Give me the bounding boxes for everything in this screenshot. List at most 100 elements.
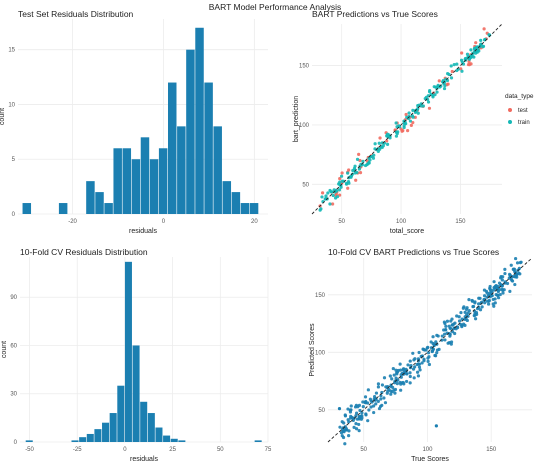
cv_scatter-point-cv: [490, 294, 494, 298]
test_scatter-x-tick-label: 50: [338, 219, 345, 225]
cv_scatter-point-cv: [389, 389, 393, 393]
cv_scatter-point-cv: [505, 281, 510, 286]
test_scatter-point-train: [368, 158, 372, 162]
test_scatter-point-test: [331, 202, 335, 206]
test_hist-x-tick-label: 0: [162, 219, 166, 225]
cv_hist-bar: [102, 422, 110, 442]
cv_scatter-point-cv: [452, 322, 456, 326]
cv_scatter-point-cv: [388, 374, 392, 378]
test_scatter-point-test: [346, 186, 350, 190]
test_hist-bar: [249, 203, 259, 214]
test_hist-bar: [231, 192, 241, 214]
test_scatter-point-train: [404, 122, 408, 126]
cv_scatter-point-cv: [357, 429, 361, 433]
cv_scatter-outlier-point: [515, 272, 519, 276]
cv_scatter-point-cv: [393, 391, 397, 395]
cv_scatter-point-cv: [513, 275, 518, 279]
cv_scatter-point-cv: [482, 298, 486, 302]
cv_scatter-point-cv: [354, 427, 359, 431]
test_scatter-point-train: [333, 196, 338, 200]
cv_scatter-point-cv: [374, 391, 379, 395]
cv_scatter-point-cv: [352, 425, 356, 429]
cv_scatter-point-cv: [455, 314, 459, 318]
cv_scatter-point-cv: [433, 353, 437, 358]
cv_scatter-point-cv: [401, 367, 405, 372]
test_scatter-point-train: [349, 174, 354, 178]
test_scatter-point-train: [346, 171, 350, 175]
cv_scatter-point-cv: [440, 334, 444, 338]
cv_hist-bar: [178, 440, 186, 442]
cv_scatter-point-cv: [372, 404, 376, 408]
test_scatter-point-train: [385, 142, 390, 146]
test_scatter-point-train: [331, 193, 335, 198]
test_hist-y-tick-label: 0: [12, 212, 16, 218]
test_scatter-point-train: [376, 147, 380, 151]
test_scatter-point-train: [339, 174, 344, 178]
test_scatter-legend-marker-test: [508, 108, 512, 112]
cv_scatter-point-cv: [411, 367, 416, 371]
cv_scatter-point-cv: [367, 408, 371, 412]
cv_scatter-point-cv: [366, 401, 370, 405]
test_scatter-point-train: [472, 46, 477, 51]
cv_scatter-point-cv: [453, 331, 457, 336]
cv_scatter-point-cv: [417, 362, 422, 366]
cv_scatter-point-cv: [422, 359, 426, 363]
cv_scatter-point-cv: [459, 310, 463, 315]
test_scatter-point-train: [338, 180, 342, 184]
test_scatter-point-train: [361, 159, 365, 163]
cv_scatter-point-cv: [471, 304, 476, 309]
cv_scatter-point-cv: [496, 293, 500, 297]
test_scatter-point-test: [320, 191, 325, 195]
cv_scatter-point-cv: [426, 351, 431, 355]
test_scatter-point-train: [320, 195, 324, 199]
test_scatter-point-test: [460, 51, 464, 55]
cv_scatter-point-cv: [340, 420, 344, 424]
cv_hist-x-tick-label: -25: [73, 447, 82, 453]
test_scatter-point-train: [428, 88, 432, 93]
cv_scatter-point-cv: [395, 371, 399, 375]
cv_scatter-point-cv: [347, 420, 351, 424]
cv_hist-bar: [147, 413, 155, 442]
cv_scatter-point-cv: [372, 410, 376, 415]
cv_scatter-point-cv: [354, 422, 358, 426]
cv_scatter-point-cv: [467, 309, 471, 313]
cv_scatter-point-cv: [443, 338, 447, 342]
cv_hist-title: 10-Fold CV Residuals Distribution: [20, 247, 148, 257]
cv_hist-bar: [94, 429, 102, 442]
cv_scatter-point-cv: [357, 417, 361, 421]
cv_hist-bar: [117, 385, 125, 442]
cv_scatter-point-cv: [510, 278, 514, 282]
cv_scatter-point-cv: [503, 267, 507, 271]
test_scatter-point-test: [459, 67, 463, 71]
test_hist-bar: [113, 148, 122, 214]
cv_hist-y-tick-label: 90: [10, 295, 17, 301]
test_scatter-point-train: [442, 86, 447, 91]
cv_scatter-point-cv: [357, 422, 361, 427]
cv_scatter-point-cv: [449, 319, 453, 323]
test_scatter-point-train: [319, 207, 323, 211]
cv_scatter-point-cv: [356, 405, 360, 409]
cv_scatter-point-cv: [349, 404, 353, 408]
cv_scatter-point-cv: [361, 405, 365, 409]
test_hist-y-tick-label: 10: [8, 102, 15, 108]
cv_scatter-title: 10-Fold CV BART Predictions vs True Scor…: [328, 247, 499, 257]
test_scatter-point-train: [447, 72, 451, 77]
cv_scatter-point-cv: [421, 347, 425, 351]
cv_scatter-point-cv: [464, 307, 469, 311]
cv_scatter-point-cv: [394, 368, 398, 372]
cv_hist-x-tick-label: 0: [123, 447, 127, 453]
test_scatter-legend-label-test: test: [518, 108, 528, 114]
test_scatter-point-test: [399, 127, 403, 131]
cv_scatter-x-tick-label: 150: [486, 447, 497, 453]
cv_scatter-point-cv: [408, 359, 412, 363]
test_hist-bar: [204, 82, 213, 214]
test_hist-bar: [222, 181, 232, 214]
cv_scatter-point-cv: [515, 261, 520, 265]
cv_hist-bar: [163, 435, 171, 442]
test_scatter-point-train: [326, 191, 330, 195]
cv_scatter-point-cv: [487, 299, 491, 303]
cv_hist-bar: [170, 438, 178, 442]
cv_scatter-point-cv: [479, 301, 483, 305]
cv_scatter-point-cv: [460, 325, 464, 329]
